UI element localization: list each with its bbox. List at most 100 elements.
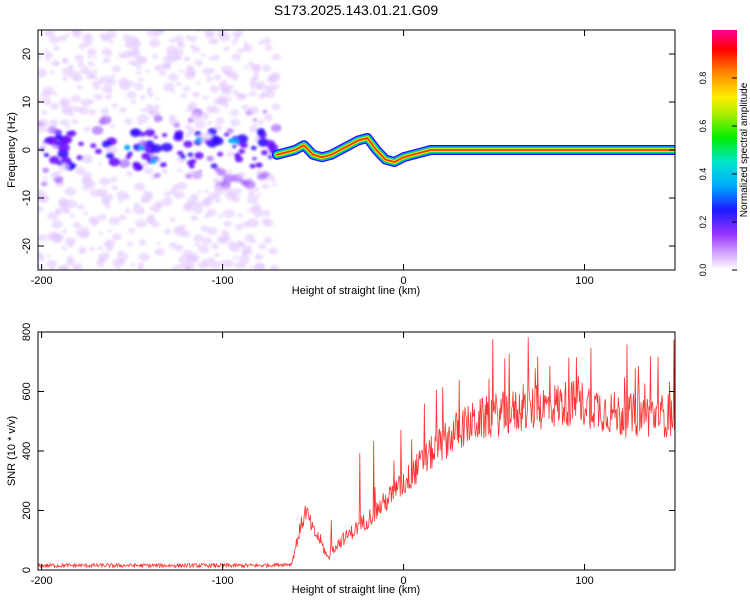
noise-blob — [248, 265, 253, 269]
noise-blob — [95, 148, 102, 155]
noise-blob — [237, 171, 246, 178]
noise-blob — [118, 77, 130, 87]
noise-blob — [130, 99, 137, 105]
noise-blob — [211, 54, 220, 61]
noise-blob — [69, 213, 76, 218]
noise-blob — [42, 98, 52, 106]
noise-blob — [92, 69, 98, 74]
noise-blob — [163, 191, 172, 198]
noise-blob — [153, 104, 160, 109]
noise-blob — [262, 209, 271, 217]
noise-blob — [254, 253, 264, 261]
noise-blob — [246, 108, 254, 114]
noise-blob — [206, 121, 213, 126]
noise-blob — [98, 251, 110, 261]
noise-blob — [239, 30, 244, 35]
noise-blob — [206, 208, 217, 217]
noise-blob — [42, 180, 47, 184]
noise-blob — [78, 246, 87, 253]
noise-blob — [116, 258, 126, 266]
noise-blob — [171, 266, 176, 270]
noise-blob — [70, 94, 81, 103]
noise-blob — [145, 191, 153, 198]
noise-blob — [177, 168, 182, 173]
noise-blob — [139, 209, 145, 215]
noise-blob — [241, 104, 250, 111]
noise-blob — [106, 152, 115, 159]
noise-blob — [234, 152, 241, 159]
noise-blob — [180, 93, 188, 99]
bottom-axes: -200 -100 0 100 0 200 400 600 800 — [21, 323, 675, 587]
noise-blob — [166, 50, 178, 60]
noise-blob — [269, 264, 280, 270]
noise-blob — [169, 188, 178, 195]
noise-blob — [148, 38, 161, 48]
noise-blob — [154, 208, 161, 213]
noise-blob — [139, 131, 146, 137]
noise-blob — [88, 109, 97, 116]
noise-blob — [115, 266, 121, 270]
y-tick-label: 0 — [21, 147, 33, 153]
noise-blob — [206, 155, 214, 162]
noise-blob — [201, 258, 207, 263]
noise-blob — [130, 128, 142, 138]
colorbar-label: Normalized spectral amplitude — [739, 82, 750, 217]
noise-blob — [69, 112, 75, 117]
noise-blob — [117, 198, 124, 203]
noise-blob — [261, 183, 269, 189]
noise-blob — [192, 234, 204, 242]
noise-blob — [140, 108, 145, 112]
snr-series-line — [38, 337, 675, 569]
noise-blob — [229, 84, 235, 89]
noise-blob — [155, 97, 160, 101]
noise-blob — [216, 168, 227, 177]
noise-blob — [179, 69, 184, 74]
noise-blob — [93, 84, 100, 90]
noise-blob — [77, 203, 85, 210]
noise-blob — [234, 223, 244, 231]
noise-blob — [194, 152, 204, 160]
noise-blob — [176, 81, 182, 86]
noise-blob — [261, 150, 268, 156]
noise-blob — [223, 173, 235, 183]
x-tick-label: 0 — [400, 575, 406, 587]
noise-blob — [207, 257, 215, 263]
noise-blob — [227, 71, 238, 79]
noise-blob — [196, 81, 201, 85]
noise-blob — [184, 71, 196, 80]
noise-blob — [194, 59, 203, 67]
noise-blob — [223, 220, 232, 228]
noise-blob — [38, 125, 46, 133]
noise-blob — [162, 62, 172, 69]
noise-blob — [50, 70, 55, 74]
noise-blob — [257, 40, 264, 45]
noise-blob — [101, 36, 107, 41]
noise-blob — [138, 145, 145, 151]
noise-blob — [224, 96, 232, 102]
noise-blob — [147, 104, 152, 108]
noise-blob — [38, 263, 42, 268]
noise-blob — [188, 127, 196, 133]
colorbar-tick-label: 0.2 — [698, 216, 708, 229]
noise-blob — [72, 265, 80, 270]
noise-blob — [138, 252, 150, 262]
noise-blob — [249, 125, 259, 133]
noise-blob — [206, 227, 218, 236]
noise-blob — [76, 84, 83, 90]
colorbar-tick-label: 0.8 — [698, 72, 708, 85]
noise-blob — [214, 197, 222, 203]
noise-blob — [127, 228, 135, 234]
noise-blob — [208, 56, 213, 61]
noise-blob — [43, 176, 48, 180]
noise-blob — [179, 154, 186, 159]
noise-blob — [87, 99, 95, 105]
noise-blob — [111, 185, 119, 191]
noise-blob — [191, 170, 202, 179]
noise-blob — [168, 73, 179, 82]
noise-blob — [215, 117, 225, 125]
x-tick-label: -100 — [212, 275, 234, 287]
noise-blob — [229, 244, 241, 253]
noise-blob — [123, 118, 133, 125]
noise-blob — [230, 118, 241, 127]
noise-blob — [124, 41, 133, 48]
